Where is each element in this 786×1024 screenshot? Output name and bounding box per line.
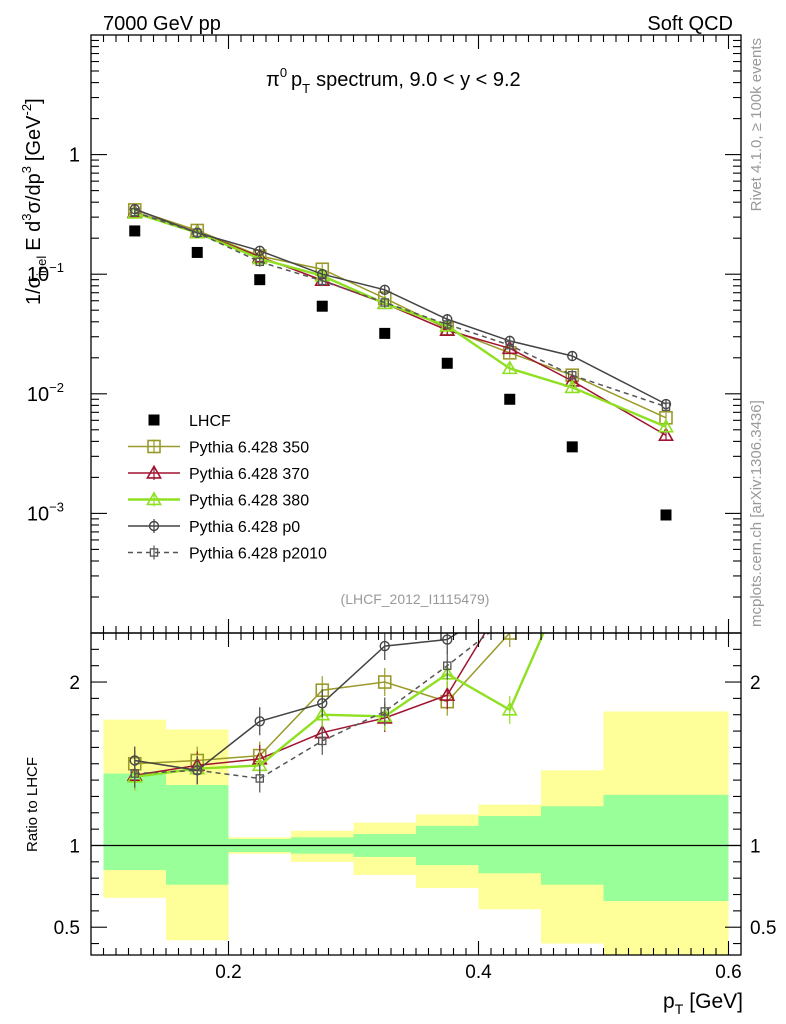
main-y-tick-label-2: 10−2 [27, 380, 64, 406]
main-point-3-2 [254, 245, 265, 256]
ratio-y-axis-label: Ratio to LHCF [24, 757, 41, 852]
x-tick-label-1: 0.4 [465, 962, 492, 983]
main-point-4-7 [568, 370, 577, 380]
axes-ticks: 0.2 0.4 0.6 1 10−1 10−2 10−3 0.5 0.5 1 1 2 2 [27, 35, 776, 983]
main-point-4-0 [130, 207, 139, 217]
ratio-point-4-3 [317, 736, 327, 746]
ratio-point-0-6 [502, 633, 517, 640]
ratio-clipped-group [126, 561, 579, 793]
x-tick-label-0: 0.2 [215, 962, 241, 983]
main-plot-series [126, 203, 674, 521]
main-line-series-2 [134, 211, 667, 428]
ratio-point-2-7 [566, 561, 579, 573]
ratio-point-0-4 [377, 675, 392, 689]
main-point-4-1 [192, 228, 202, 238]
main-point-4-5 [442, 320, 452, 329]
ratio-point-3-2 [254, 716, 265, 727]
main-point-2-6 [501, 360, 518, 375]
header-energy: 7000 GeV pp [103, 13, 221, 35]
data-point-0 [129, 225, 141, 237]
ratio-point-4-2 [255, 774, 264, 783]
legend-label-4: Pythia 6.428 p0 [189, 519, 300, 536]
data-point-1 [191, 246, 203, 258]
ratio-y-tick-label-right-1: 1 [750, 836, 761, 857]
legend-marker-4 [148, 520, 160, 532]
main-point-3-4 [379, 284, 390, 296]
ratio-point-2-3 [314, 706, 331, 721]
x-tick-label-2: 0.6 [715, 962, 741, 983]
main-point-4-8 [661, 402, 671, 411]
ratio-point-4-6 [506, 613, 513, 620]
legend-label-2: Pythia 6.428 370 [189, 466, 309, 483]
main-point-2-7 [564, 379, 581, 394]
legend-marker-5 [149, 548, 159, 557]
ratio-y-tick-label-right-0: 0.5 [750, 918, 776, 939]
ratio-point-2-6 [501, 701, 518, 716]
legend: LHCF Pythia 6.428 350 Pythia 6.428 370 Pyth… [128, 413, 327, 563]
ratio-y-tick-label-right-2: 2 [750, 673, 761, 694]
ratio-point-3-3 [317, 698, 328, 709]
legend-label-0: LHCF [189, 413, 231, 430]
x-axis-label: pT [GeV] [663, 990, 743, 1017]
ratio-y-tick-label-left-2: 2 [69, 673, 80, 694]
main-point-4-6 [505, 340, 514, 350]
ratio-y-tick-label-left-1: 1 [69, 836, 80, 857]
ratio-point-4-4 [380, 707, 389, 716]
data-point-6 [504, 393, 516, 405]
ratio-plot-series [126, 561, 579, 793]
main-y-tick-label-1: 10−1 [27, 260, 64, 286]
data-point-5 [441, 357, 453, 369]
main-line-series-4 [134, 211, 667, 408]
ratio-uncertainty-bands [91, 711, 741, 955]
legend-label-3: Pythia 6.428 380 [189, 493, 309, 510]
ratio-y-tick-label-left-0: 0.5 [54, 918, 80, 939]
ratio-point-1-5 [439, 686, 456, 701]
legend-marker-2 [146, 464, 162, 479]
data-point-2 [254, 274, 266, 286]
main-line-series-1 [134, 211, 667, 436]
data-point-8 [660, 509, 672, 521]
main-point-1-8 [658, 427, 674, 442]
rivet-version-label: Rivet 4.1.0, ≥ 100k events [748, 38, 765, 211]
mcplots-source-label: mcplots.cern.ch [arXiv:1306.3436] [748, 400, 765, 627]
main-y-tick-label-0: 1 [69, 145, 80, 167]
band-green-8 [603, 794, 729, 902]
ratio-point-3-6 [505, 596, 514, 605]
plot-title: π0 pT spectrum, 9.0 < y < 9.2 [266, 65, 521, 96]
main-y-axis-label: 1/σinelE d3σ/dp3[GeV-2] [19, 98, 49, 305]
main-point-4-3 [317, 276, 327, 286]
data-point-3 [316, 300, 328, 312]
ratio-line-series-2 [134, 633, 545, 779]
main-point-4-4 [380, 298, 389, 307]
legend-marker-3 [146, 491, 162, 506]
ratio-point-1-6 [503, 586, 516, 598]
legend-marker-0 [148, 414, 160, 426]
analysis-id-label: (LHCF_2012_I1115479) [341, 591, 490, 607]
main-point-2-8 [658, 418, 674, 433]
legend-marker-1 [147, 439, 161, 454]
ratio-point-4-5 [442, 661, 452, 670]
band-green-1 [166, 785, 229, 885]
data-point-4 [379, 327, 391, 339]
band-green-6 [478, 816, 541, 874]
main-y-tick-label-3: 10−3 [27, 499, 64, 525]
legend-label-1: Pythia 6.428 350 [189, 440, 309, 457]
legend-label-5: Pythia 6.428 p2010 [189, 546, 327, 563]
header-category: Soft QCD [647, 13, 733, 35]
ratio-point-3-5 [442, 634, 453, 645]
main-point-4-2 [255, 257, 264, 267]
ratio-point-3-4 [379, 640, 390, 652]
main-plot-frame [90, 34, 742, 634]
main-point-3-7 [567, 350, 578, 362]
ratio-point-4-0 [130, 769, 139, 778]
data-point-7 [566, 441, 578, 453]
ratio-point-4-1 [192, 766, 202, 775]
